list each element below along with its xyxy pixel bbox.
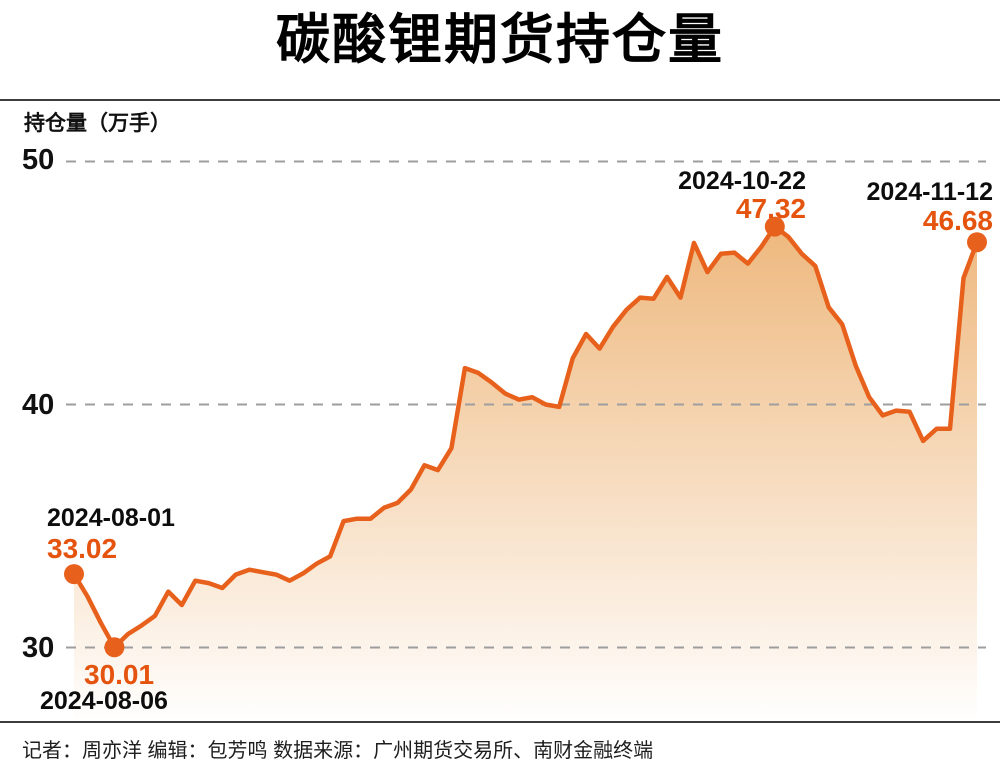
- annotation-value-46-68: 46.68: [922, 205, 993, 236]
- annotation-date-2024-08-01: 2024-08-01: [47, 504, 175, 532]
- area-fill: [74, 226, 977, 719]
- chart-title: 碳酸锂期货持仓量: [276, 10, 724, 70]
- marker-2024-08-06: [104, 637, 125, 658]
- annotation-value-30-01: 30.01: [84, 659, 155, 690]
- annotation-date-2024-10-22: 2024-10-22: [678, 167, 806, 195]
- marker-2024-08-01: [64, 564, 84, 585]
- annotation-date-2024-08-06: 2024-08-06: [40, 687, 168, 715]
- y-tick-30: 30: [22, 632, 55, 664]
- footer-divider: [0, 721, 1000, 723]
- annotation-value-47-32: 47.32: [735, 193, 806, 224]
- annotation-value-33-02: 33.02: [47, 533, 118, 564]
- marker-2024-10-22: [764, 216, 785, 237]
- annotation-date-2024-11-12: 2024-11-12: [866, 178, 993, 206]
- top-divider: [0, 99, 1000, 101]
- y-axis-label: 持仓量（万手）: [24, 112, 171, 135]
- marker-2024-11-12: [967, 232, 987, 253]
- y-tick-40: 40: [22, 389, 55, 421]
- credits-line: 记者：周亦洋 编辑：包芳鸣 数据来源：广州期货交易所、南财金融终端: [22, 740, 654, 762]
- data-line: [71, 224, 980, 650]
- y-tick-50: 50: [22, 144, 55, 176]
